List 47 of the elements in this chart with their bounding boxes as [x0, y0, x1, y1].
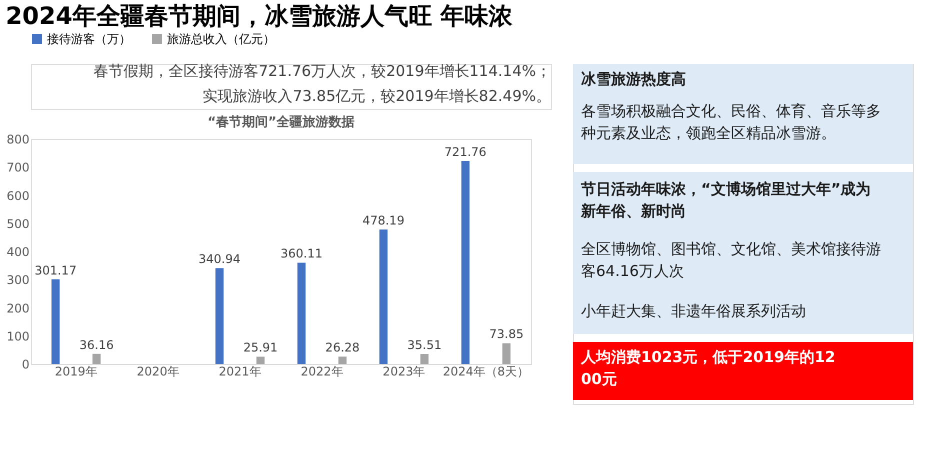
chart-title: 2024年全疆春节期间，冰雪旅游人气旺 年味浓: [6, 2, 514, 30]
data-label: 26.28: [325, 340, 360, 355]
y-tick-label: 0: [22, 358, 30, 372]
bar: [338, 356, 347, 364]
data-label: 36.16: [79, 338, 114, 352]
y-tick-label: 100: [6, 329, 30, 344]
text: 节日活动年味浓，“文博场馆里过大年”成为新年俗、新时尚: [580, 180, 871, 220]
x-tick-label: 2020年: [136, 364, 180, 378]
text: 春节假期，全区接待游客721.76万人次，较2019年增长114.14%；: [94, 62, 551, 80]
bar: [502, 343, 511, 364]
y-tick-label: 400: [6, 245, 30, 259]
text: 全区博物馆、图书馆、文化馆、美术馆接待游客64.16万人次: [581, 240, 881, 280]
chart-subtitle: “春节期间”全疆旅游数据: [207, 114, 355, 130]
legend-label: 旅游总收入（亿元）: [167, 32, 275, 46]
x-tick-label: 2024年（8天）: [442, 364, 530, 378]
x-tick-label: 2022年: [300, 364, 344, 378]
bar: [297, 262, 306, 364]
bar: [256, 356, 265, 364]
data-label: 360.11: [280, 246, 322, 261]
legend-label: 接待游客（万）: [47, 32, 131, 46]
data-label: 721.76: [444, 145, 486, 160]
text: 小年赶大集、非遗年俗展系列活动: [581, 302, 806, 320]
y-tick-label: 700: [6, 160, 30, 175]
text: 冰雪旅游热度高: [581, 70, 686, 88]
x-tick-label: 2021年: [218, 364, 262, 378]
text: 人均消费1023元，低于2019年的1200元: [580, 348, 836, 388]
bar: [461, 161, 470, 364]
data-label: 301.17: [34, 263, 77, 278]
x-tick-label: 2023年: [382, 364, 426, 378]
text: 各雪场积极融合文化、民俗、体育、音乐等多种元素及业态，领跑全区精品冰雪游。: [581, 102, 881, 142]
data-label: 478.19: [362, 214, 404, 228]
x-tick-label: 2019年: [54, 364, 98, 378]
bar: [215, 268, 224, 364]
data-label: 73.85: [489, 327, 524, 342]
text: 实现旅游收入73.85亿元，较2019年增长82.49%。: [202, 87, 551, 105]
data-label: 340.94: [198, 252, 241, 266]
y-tick-label: 600: [6, 188, 30, 203]
data-label: 25.91: [243, 340, 278, 355]
bar: [379, 230, 388, 364]
bar: [92, 354, 101, 364]
y-tick-label: 500: [6, 216, 30, 231]
y-tick-label: 800: [6, 132, 30, 146]
bar: [51, 279, 60, 364]
bar: [420, 354, 429, 364]
y-tick-label: 200: [6, 301, 30, 316]
y-tick-label: 300: [6, 273, 30, 288]
data-label: 35.51: [407, 338, 442, 352]
